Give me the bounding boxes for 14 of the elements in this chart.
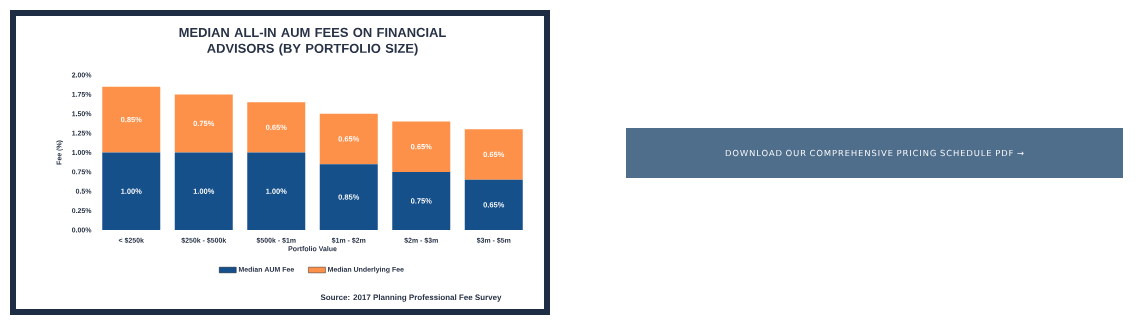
text: DOWNLOAD OUR COMPREHENSIVE PRICING SCHEDULE PDF → (725, 149, 1024, 157)
bar (174, 94, 233, 153)
bar (174, 152, 233, 230)
chart-title: MEDIAN ALL-IN AUM FEES ON FINANCIAL ADVISORS (BY PORTFOLIO SIZE) (179, 27, 446, 56)
bar (392, 121, 451, 172)
bar (392, 171, 451, 230)
bar (464, 179, 523, 230)
bar (102, 152, 161, 230)
bar (319, 164, 378, 230)
bar (247, 102, 306, 153)
bar (102, 86, 161, 153)
bar (464, 129, 523, 180)
bar (319, 113, 378, 165)
bar (247, 152, 306, 230)
